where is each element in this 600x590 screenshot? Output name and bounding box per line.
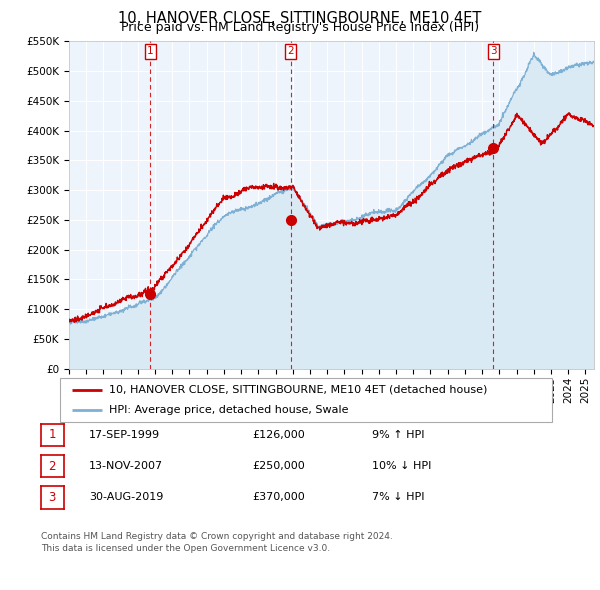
Text: 2: 2 xyxy=(49,460,56,473)
Text: 1: 1 xyxy=(147,46,154,56)
Text: £126,000: £126,000 xyxy=(252,430,305,440)
Text: Contains HM Land Registry data © Crown copyright and database right 2024.
This d: Contains HM Land Registry data © Crown c… xyxy=(41,532,392,553)
Text: 3: 3 xyxy=(49,491,56,504)
Text: 7% ↓ HPI: 7% ↓ HPI xyxy=(372,493,425,502)
Text: 2: 2 xyxy=(287,46,294,56)
Text: 10, HANOVER CLOSE, SITTINGBOURNE, ME10 4ET: 10, HANOVER CLOSE, SITTINGBOURNE, ME10 4… xyxy=(118,11,482,25)
Text: 10, HANOVER CLOSE, SITTINGBOURNE, ME10 4ET (detached house): 10, HANOVER CLOSE, SITTINGBOURNE, ME10 4… xyxy=(109,385,488,395)
Text: 1: 1 xyxy=(49,428,56,441)
Text: 17-SEP-1999: 17-SEP-1999 xyxy=(89,430,160,440)
Text: Price paid vs. HM Land Registry's House Price Index (HPI): Price paid vs. HM Land Registry's House … xyxy=(121,21,479,34)
Text: £250,000: £250,000 xyxy=(252,461,305,471)
Text: 3: 3 xyxy=(490,46,497,56)
Text: 13-NOV-2007: 13-NOV-2007 xyxy=(89,461,163,471)
Text: 30-AUG-2019: 30-AUG-2019 xyxy=(89,493,163,502)
Text: £370,000: £370,000 xyxy=(252,493,305,502)
Text: 10% ↓ HPI: 10% ↓ HPI xyxy=(372,461,431,471)
Text: 9% ↑ HPI: 9% ↑ HPI xyxy=(372,430,425,440)
Text: HPI: Average price, detached house, Swale: HPI: Average price, detached house, Swal… xyxy=(109,405,349,415)
FancyBboxPatch shape xyxy=(60,378,552,422)
